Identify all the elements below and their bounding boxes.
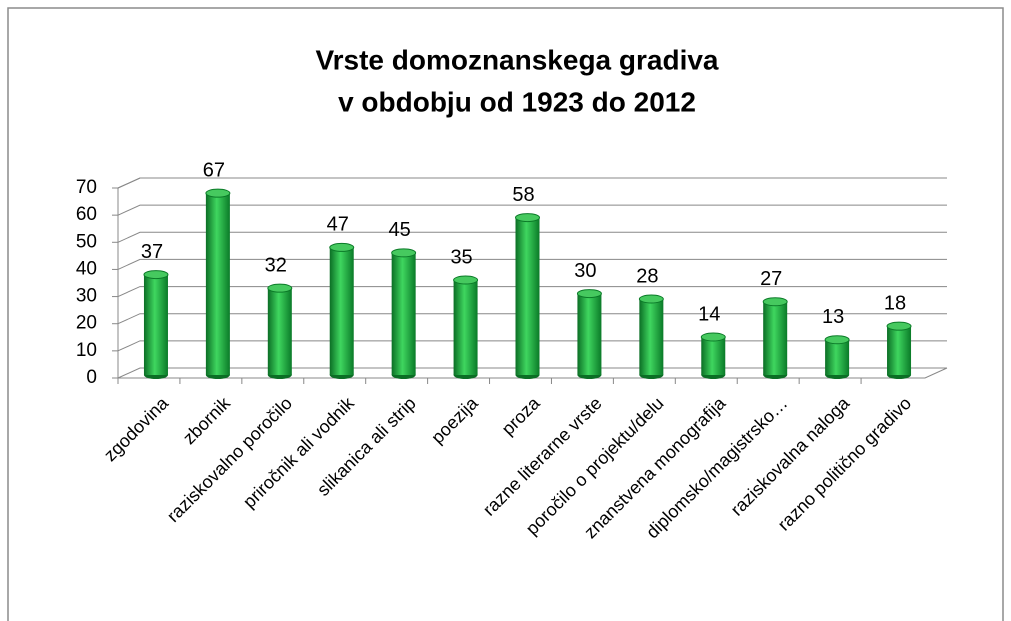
bar [391,248,417,379]
value-label: 14 [698,303,720,325]
value-label: 30 [574,260,596,282]
grid-line [117,204,947,216]
bar [824,335,850,379]
y-tick-label: 30 [76,286,97,307]
y-tick-label: 10 [76,340,97,361]
bar [576,289,602,379]
bar [638,294,664,379]
value-label: 37 [141,241,163,263]
x-tick-label: raziskovalna naloga [727,392,854,519]
grid-line [117,177,947,189]
frame [7,7,1004,621]
value-label: 32 [265,254,287,276]
grid-line [117,367,947,379]
grid-line [117,286,947,298]
x-tick-label: priročnik ali vodnik [239,392,359,512]
bar [886,321,912,379]
bar [267,283,293,379]
x-tick-label: poezija [427,392,482,447]
x-tick-label: razne literarne vrste [479,393,606,520]
value-label: 35 [450,246,472,268]
grid-line [117,231,947,243]
bar [762,297,788,379]
chart-title: v obdobju od 1923 do 2012 [338,86,696,117]
bar [205,188,231,379]
y-tick-label: 0 [86,367,97,388]
y-tick-label: 70 [76,177,97,198]
bar [515,213,540,379]
value-label: 27 [760,268,782,290]
value-label: 58 [512,184,534,206]
y-tick-label: 20 [76,313,97,334]
bar [143,270,169,379]
grid-line [117,340,947,352]
value-label: 28 [636,265,658,287]
value-label: 13 [822,306,844,328]
value-label: 47 [327,214,349,236]
x-tick-label: zbornik [179,392,235,448]
x-tick-label: zgodovina [100,392,173,465]
value-label: 18 [884,292,906,314]
value-label: 67 [203,159,225,181]
bar [329,242,355,379]
y-tick-label: 50 [76,231,97,252]
chart-title: Vrste domoznanskega gradiva [315,44,718,75]
grid-line [117,313,947,325]
bar [453,275,479,379]
grid-line [117,258,947,270]
floor [118,367,948,379]
y-tick-label: 40 [76,258,97,279]
bar [700,332,726,379]
x-tick-label: proza [498,392,545,439]
y-tick-label: 60 [76,204,97,225]
value-label: 45 [389,219,411,241]
axis-wall [117,177,141,378]
